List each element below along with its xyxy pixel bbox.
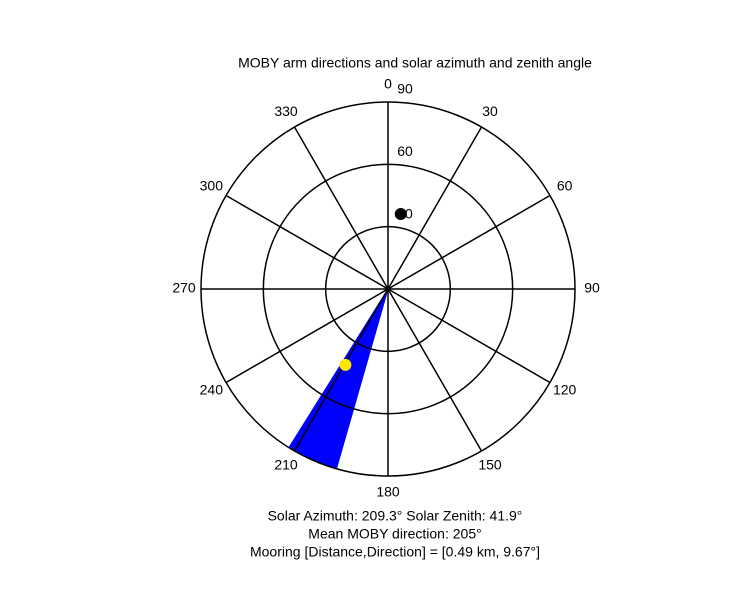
annotation: Mooring [Distance,Direction] = [0.49 km,… [250, 544, 540, 560]
theta-tick-label: 330 [274, 103, 298, 119]
theta-tick-label: 60 [557, 178, 573, 194]
grid-spoke [387, 288, 551, 384]
theta-tick-label: 210 [274, 456, 298, 472]
chart-title: MOBY arm directions and solar azimuth an… [238, 55, 592, 71]
theta-tick-label: 180 [376, 484, 400, 500]
grid-spoke [293, 288, 389, 452]
grid-spoke [387, 288, 483, 452]
theta-tick-label: 90 [584, 280, 600, 296]
theta-tick-label: 270 [172, 280, 196, 296]
grid-spoke [387, 194, 551, 290]
theta-tick-label: 30 [482, 103, 498, 119]
grid-spoke [225, 288, 389, 384]
annotation: Mean MOBY direction: 205° [308, 526, 481, 542]
mooring-point [394, 208, 407, 221]
sun-point [339, 358, 352, 371]
r-tick-label: 60 [397, 143, 413, 159]
theta-tick-label: 240 [200, 382, 224, 398]
theta-tick-label: 150 [478, 456, 502, 472]
theta-tick-label: 300 [200, 178, 224, 194]
grid-spoke [293, 126, 389, 290]
theta-tick-label: 120 [553, 382, 577, 398]
grid-spoke [387, 126, 483, 290]
grid-spoke [225, 194, 389, 290]
r-tick-label: 90 [397, 81, 413, 97]
theta-tick-label: 0 [384, 76, 392, 92]
annotation: Solar Azimuth: 209.3° Solar Zenith: 41.9… [268, 508, 523, 524]
